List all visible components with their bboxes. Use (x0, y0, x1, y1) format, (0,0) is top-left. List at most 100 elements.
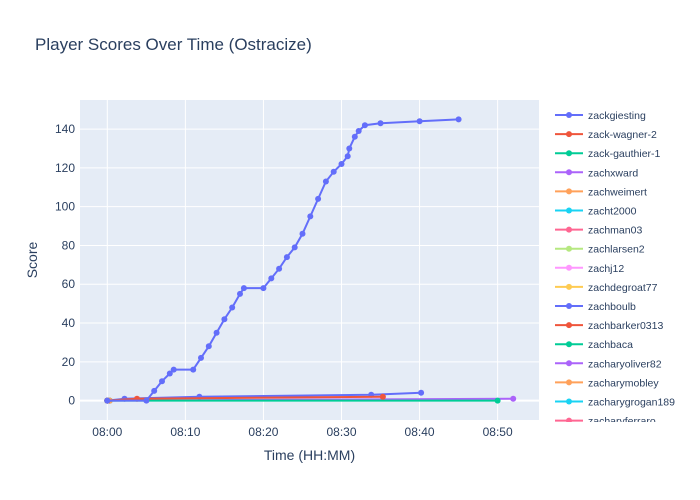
x-tick-label: 08:20 (248, 425, 278, 439)
legend-label: zachxward (588, 167, 638, 179)
legend-label: zachweimert (588, 186, 647, 198)
legend-item[interactable]: zacht2000 (555, 206, 637, 218)
data-point (237, 290, 243, 297)
plot-area (80, 100, 539, 420)
data-point (151, 387, 158, 394)
legend-swatch-marker (566, 150, 572, 157)
data-point (346, 145, 353, 152)
legend-item[interactable]: zack-gauthier-1 (555, 148, 661, 160)
y-tick-label: 80 (62, 238, 76, 252)
legend-item[interactable]: zacharyferraro (555, 416, 656, 428)
x-tick-label: 08:00 (92, 425, 122, 439)
legend-swatch-marker (566, 264, 572, 271)
legend-label: zacharyoliver82 (588, 358, 662, 370)
legend-label: zachbaca (588, 339, 633, 351)
data-point (240, 285, 247, 292)
legend-item[interactable]: zacharygrogan189 (555, 397, 675, 409)
legend-swatch-marker (566, 188, 572, 195)
legend-item[interactable]: zachweimert (555, 186, 647, 198)
x-tick-label: 08:40 (405, 425, 435, 439)
data-point (315, 195, 322, 202)
data-point (260, 285, 267, 292)
legend-swatch-marker (566, 112, 572, 118)
legend[interactable]: zackgiesting zack-wagner-2 zack-gauthier-1… (555, 110, 675, 428)
legend-item[interactable]: zachj12 (555, 263, 624, 275)
legend-item[interactable]: zack-wagner-2 (555, 129, 657, 141)
legend-label: zachj12 (588, 263, 624, 275)
y-tick-label: 140 (55, 122, 75, 136)
legend-label: zack-wagner-2 (588, 129, 657, 141)
y-tick-label: 100 (55, 200, 75, 214)
data-point (455, 116, 462, 123)
legend-swatch-marker (566, 379, 572, 386)
legend-swatch-marker (566, 131, 572, 138)
y-tick-label: 40 (62, 316, 76, 330)
data-point (205, 343, 212, 350)
data-point (307, 213, 314, 220)
legend-label: zacharyferraro (588, 416, 656, 428)
data-point (338, 161, 345, 167)
legend-swatch-marker (566, 322, 572, 329)
legend-swatch-marker (566, 417, 572, 422)
legend-label: zacharygrogan189 (588, 397, 675, 409)
x-axis-title: Time (HH:MM) (264, 447, 355, 463)
legend-swatch-marker (566, 360, 572, 367)
data-point (361, 122, 368, 129)
data-point (377, 120, 384, 127)
data-point (104, 397, 111, 404)
data-point (213, 329, 220, 336)
legend-item[interactable]: zachlarsen2 (555, 244, 645, 256)
legend-swatch-marker (566, 283, 572, 290)
data-point (418, 389, 425, 396)
legend-swatch-marker (566, 398, 572, 405)
data-point (355, 128, 362, 134)
legend-item[interactable]: zachxward (555, 167, 638, 179)
y-tick-label: 0 (68, 394, 75, 408)
legend-swatch-marker (566, 226, 572, 233)
legend-item[interactable]: zacharyoliver82 (555, 358, 662, 370)
legend-item[interactable]: zachboulb (555, 301, 636, 313)
series-layer (104, 116, 517, 404)
data-point (494, 397, 501, 404)
data-point (351, 133, 358, 140)
legend-item[interactable]: zachbaca (555, 339, 633, 351)
legend-swatch-marker (566, 207, 572, 214)
legend-label: zachman03 (588, 225, 642, 237)
y-tick-label: 60 (62, 277, 76, 291)
y-tick-labels: 0 20 40 60 80 100 120 140 (55, 122, 75, 408)
data-point (330, 168, 337, 175)
data-point (159, 378, 165, 385)
legend-label: zacht2000 (588, 206, 637, 218)
data-point (299, 230, 306, 237)
legend-label: zacharymobley (588, 377, 659, 389)
data-point (143, 397, 150, 404)
data-point (379, 393, 386, 400)
legend-swatch-marker (566, 341, 572, 348)
legend-swatch-marker (566, 169, 572, 176)
legend-label: zachlarsen2 (588, 244, 645, 256)
x-tick-label: 08:50 (483, 425, 513, 439)
y-axis-title: Score (24, 242, 40, 279)
y-tick-label: 20 (62, 355, 76, 369)
series-zackgiesting (104, 116, 462, 404)
data-point (268, 275, 275, 282)
legend-label: zachbarker0313 (588, 320, 663, 332)
data-point (198, 354, 204, 361)
data-point (166, 370, 173, 377)
data-point (170, 366, 177, 373)
legend-item[interactable]: zachman03 (555, 225, 642, 237)
data-point (221, 316, 228, 323)
x-tick-label: 08:10 (170, 425, 200, 439)
data-point (190, 366, 197, 373)
data-point (322, 178, 329, 185)
data-point (283, 254, 290, 261)
legend-item[interactable]: zackgiesting (555, 110, 646, 122)
legend-label: zachdegroat77 (588, 282, 658, 294)
data-point (416, 118, 423, 125)
legend-item[interactable]: zachbarker0313 (555, 320, 663, 332)
legend-label: zack-gauthier-1 (588, 148, 661, 160)
data-point (276, 265, 283, 272)
legend-item[interactable]: zacharymobley (555, 377, 659, 389)
legend-item[interactable]: zachdegroat77 (555, 282, 658, 294)
